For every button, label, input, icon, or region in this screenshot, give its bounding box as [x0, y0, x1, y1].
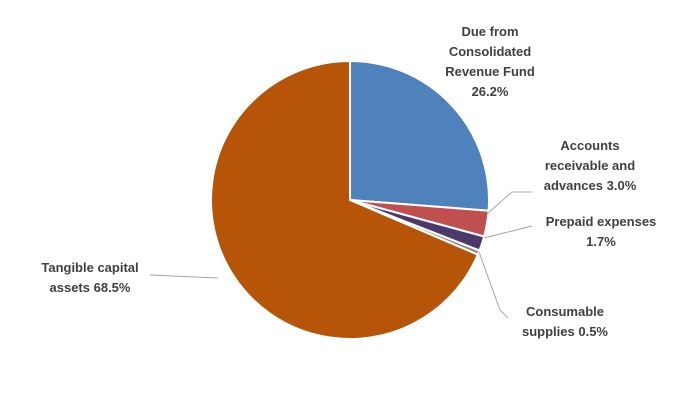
value-label: 68.5%	[93, 280, 131, 295]
data-label: Tangible capital assets 68.5%	[28, 258, 152, 298]
value-label: 0.5%	[578, 324, 608, 339]
pie-slice	[349, 59, 490, 212]
value-label: 3.0%	[606, 178, 637, 193]
category-name: Consumable supplies	[521, 304, 604, 339]
data-label: Consumable supplies 0.5%	[503, 302, 627, 342]
category-name: Tangible capital assets	[41, 260, 139, 295]
value-label: 26.2%	[471, 84, 509, 99]
category-name: Prepaid expenses	[545, 214, 657, 229]
category-name: Accounts receivable and advances	[543, 138, 636, 193]
category-name: Due from Consolidated Revenue Fund	[445, 24, 535, 79]
leader-line	[483, 225, 533, 239]
pie-slice	[210, 59, 480, 340]
data-label: Due from Consolidated Revenue Fund 26.2%	[432, 22, 548, 102]
value-label: 1.7%	[586, 234, 616, 249]
data-label: Prepaid expenses 1.7%	[535, 212, 667, 252]
leader-line	[486, 191, 532, 215]
leader-line	[478, 251, 509, 319]
leader-line	[149, 274, 219, 279]
data-label: Accounts receivable and advances 3.0%	[528, 136, 652, 196]
